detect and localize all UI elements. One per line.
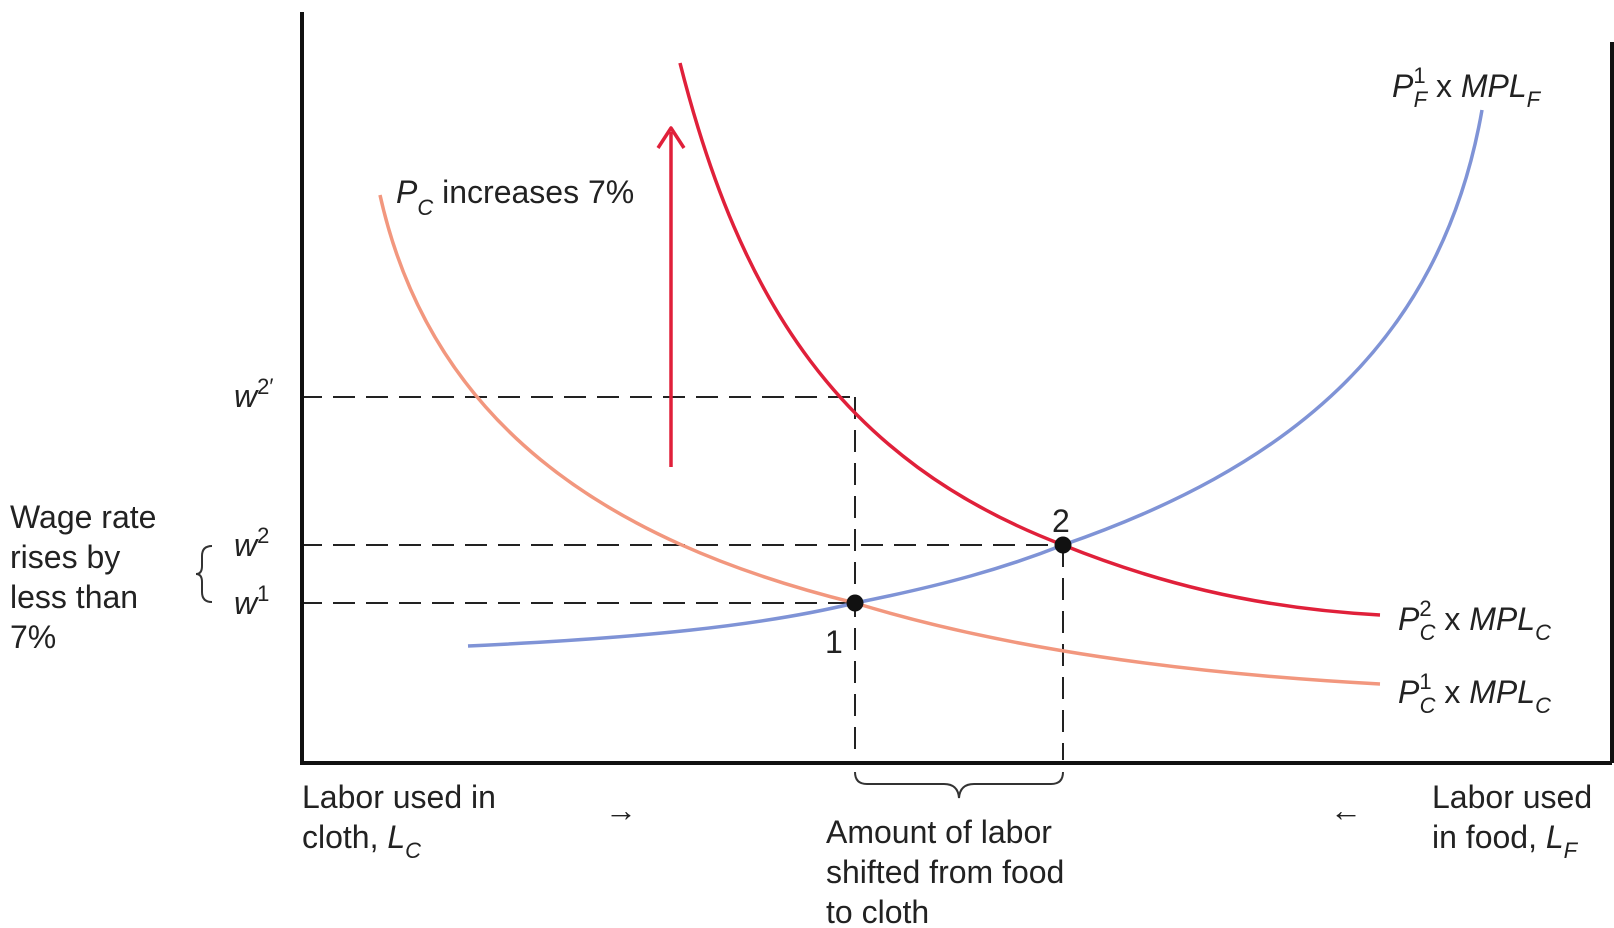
point-1-label: 1 <box>825 624 843 660</box>
labor-cloth-label: Labor used in cloth, LC <box>302 779 505 863</box>
axis-left-and-bottom <box>300 12 1612 765</box>
pc1-mplc-label: P1 C x MPLC <box>1398 669 1551 718</box>
pc2-mplc-label: P2 C x MPLC <box>1398 596 1551 645</box>
pf1-mplf-label: P1 F x MPLF <box>1392 63 1542 112</box>
left-arrow-icon: ← <box>1330 792 1362 828</box>
equilibrium-point-1 <box>846 594 864 612</box>
point-2-label: 2 <box>1052 503 1070 539</box>
right-arrow-icon: → <box>605 792 637 828</box>
price-increase-label: PC increases 7% <box>396 174 634 220</box>
wage-w1-label: w1 <box>234 581 269 621</box>
pc2-mplc-curve <box>678 62 1381 617</box>
wage-w2-label: w2 <box>234 523 269 563</box>
wage-w2prime-label: w2′ <box>234 374 273 414</box>
labor-shift-brace <box>854 771 1064 799</box>
labor-food-label: Labor used in food, LF <box>1432 779 1601 863</box>
pf1-mplf-curve <box>467 109 1484 648</box>
wage-brace <box>195 545 213 603</box>
equilibrium-point-2 <box>1054 536 1072 554</box>
price-increase-arrow <box>656 126 686 467</box>
pc1-mplc-curve <box>378 194 1381 686</box>
wage-note: Wage rate rises by less than 7% <box>10 499 165 655</box>
labor-shift-note: Amount of labor shifted from food to clo… <box>826 814 1073 928</box>
